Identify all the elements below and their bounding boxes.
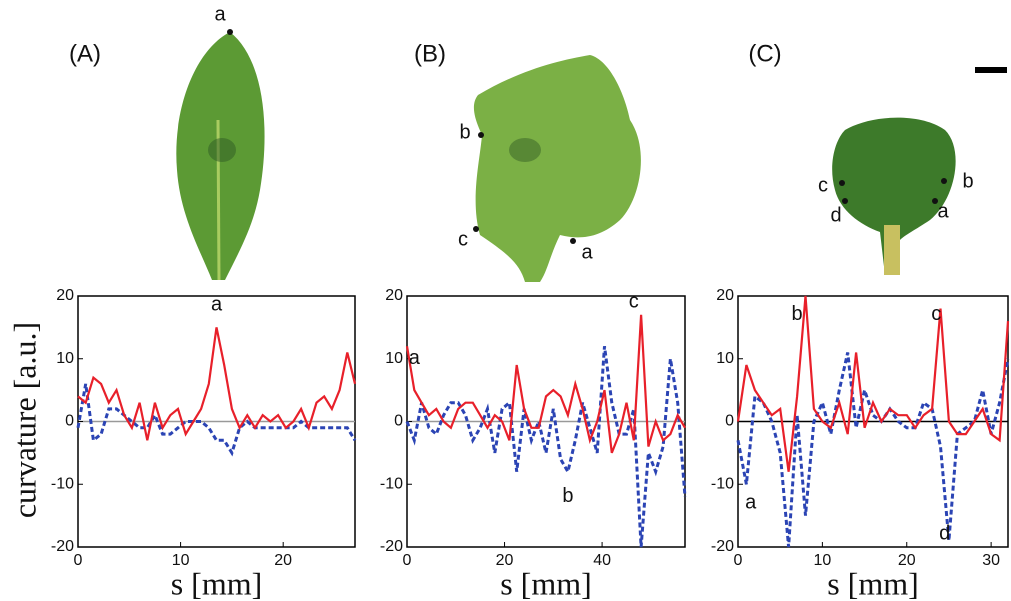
y-tick-label: 20 bbox=[716, 287, 734, 304]
annotation: c bbox=[629, 291, 639, 313]
y-tick-label: -10 bbox=[380, 475, 403, 492]
y-tick-label: -10 bbox=[711, 475, 734, 492]
x-tick-label: 10 bbox=[172, 552, 190, 569]
point-dot bbox=[932, 198, 938, 204]
data-line bbox=[405, 346, 687, 548]
x-tick-label: 10 bbox=[813, 552, 831, 569]
annotation: d bbox=[939, 523, 950, 545]
panel-label: (B) bbox=[414, 40, 446, 67]
point-dot bbox=[478, 132, 484, 138]
x-tick-label: 40 bbox=[593, 552, 611, 569]
y-tick-label: -20 bbox=[380, 538, 403, 555]
x-axis-label: s [mm] bbox=[171, 565, 263, 601]
annotation: a bbox=[409, 347, 421, 369]
leaf-spot bbox=[208, 138, 236, 162]
leaf-b bbox=[473, 55, 641, 282]
y-tick-label: 10 bbox=[385, 350, 403, 367]
point-dot bbox=[227, 29, 233, 35]
x-tick-label: 20 bbox=[496, 552, 514, 569]
x-tick-label: 0 bbox=[74, 552, 83, 569]
point-label: b bbox=[459, 121, 470, 143]
y-tick-label: 20 bbox=[56, 287, 74, 304]
leaf-points: a b c a c d b a bbox=[214, 3, 973, 263]
point-label: d bbox=[830, 204, 841, 226]
x-tick-label: 20 bbox=[898, 552, 916, 569]
x-tick-label: 30 bbox=[982, 552, 1000, 569]
data-line bbox=[736, 352, 1010, 548]
point-dot bbox=[842, 198, 848, 204]
y-tick-label: -10 bbox=[51, 475, 74, 492]
y-tick-label: 0 bbox=[725, 413, 734, 430]
leaf-c bbox=[832, 117, 956, 275]
point-label: c bbox=[458, 228, 468, 250]
point-label: a bbox=[937, 200, 949, 222]
x-tick-label: 20 bbox=[274, 552, 292, 569]
data-line bbox=[405, 314, 686, 454]
y-tick-label: -20 bbox=[711, 538, 734, 555]
panel-label: (A) bbox=[69, 40, 101, 67]
point-dot bbox=[570, 238, 576, 244]
point-dot bbox=[839, 180, 845, 186]
annotation: a bbox=[745, 491, 757, 513]
leaf-stalk bbox=[884, 225, 900, 275]
annotation: b bbox=[562, 485, 573, 507]
x-axis-label: s [mm] bbox=[827, 565, 919, 601]
scale-bar bbox=[975, 67, 1007, 73]
y-tick-label: 10 bbox=[56, 350, 74, 367]
x-tick-label: 0 bbox=[734, 552, 743, 569]
x-tick-label: 0 bbox=[403, 552, 412, 569]
data-line bbox=[76, 383, 357, 457]
y-axis-label: curvature [a.u.] bbox=[6, 322, 42, 518]
annotation: c bbox=[931, 303, 941, 325]
y-tick-label: -20 bbox=[51, 538, 74, 555]
y-tick-label: 10 bbox=[716, 350, 734, 367]
x-axis-label: s [mm] bbox=[500, 565, 592, 601]
y-tick-label: 0 bbox=[394, 413, 403, 430]
leaf-spot bbox=[509, 138, 541, 162]
data-line bbox=[77, 327, 357, 441]
point-label: c bbox=[818, 174, 828, 196]
annotation: b bbox=[792, 303, 803, 325]
y-tick-label: 0 bbox=[65, 413, 74, 430]
panel-label: (C) bbox=[748, 40, 781, 67]
data-line bbox=[736, 295, 1010, 472]
point-label: b bbox=[962, 170, 973, 192]
point-label: a bbox=[214, 3, 226, 25]
y-tick-label: 20 bbox=[385, 287, 403, 304]
point-dot bbox=[473, 226, 479, 232]
point-dot bbox=[941, 178, 947, 184]
annotation: a bbox=[211, 294, 223, 316]
point-label: a bbox=[581, 241, 593, 263]
